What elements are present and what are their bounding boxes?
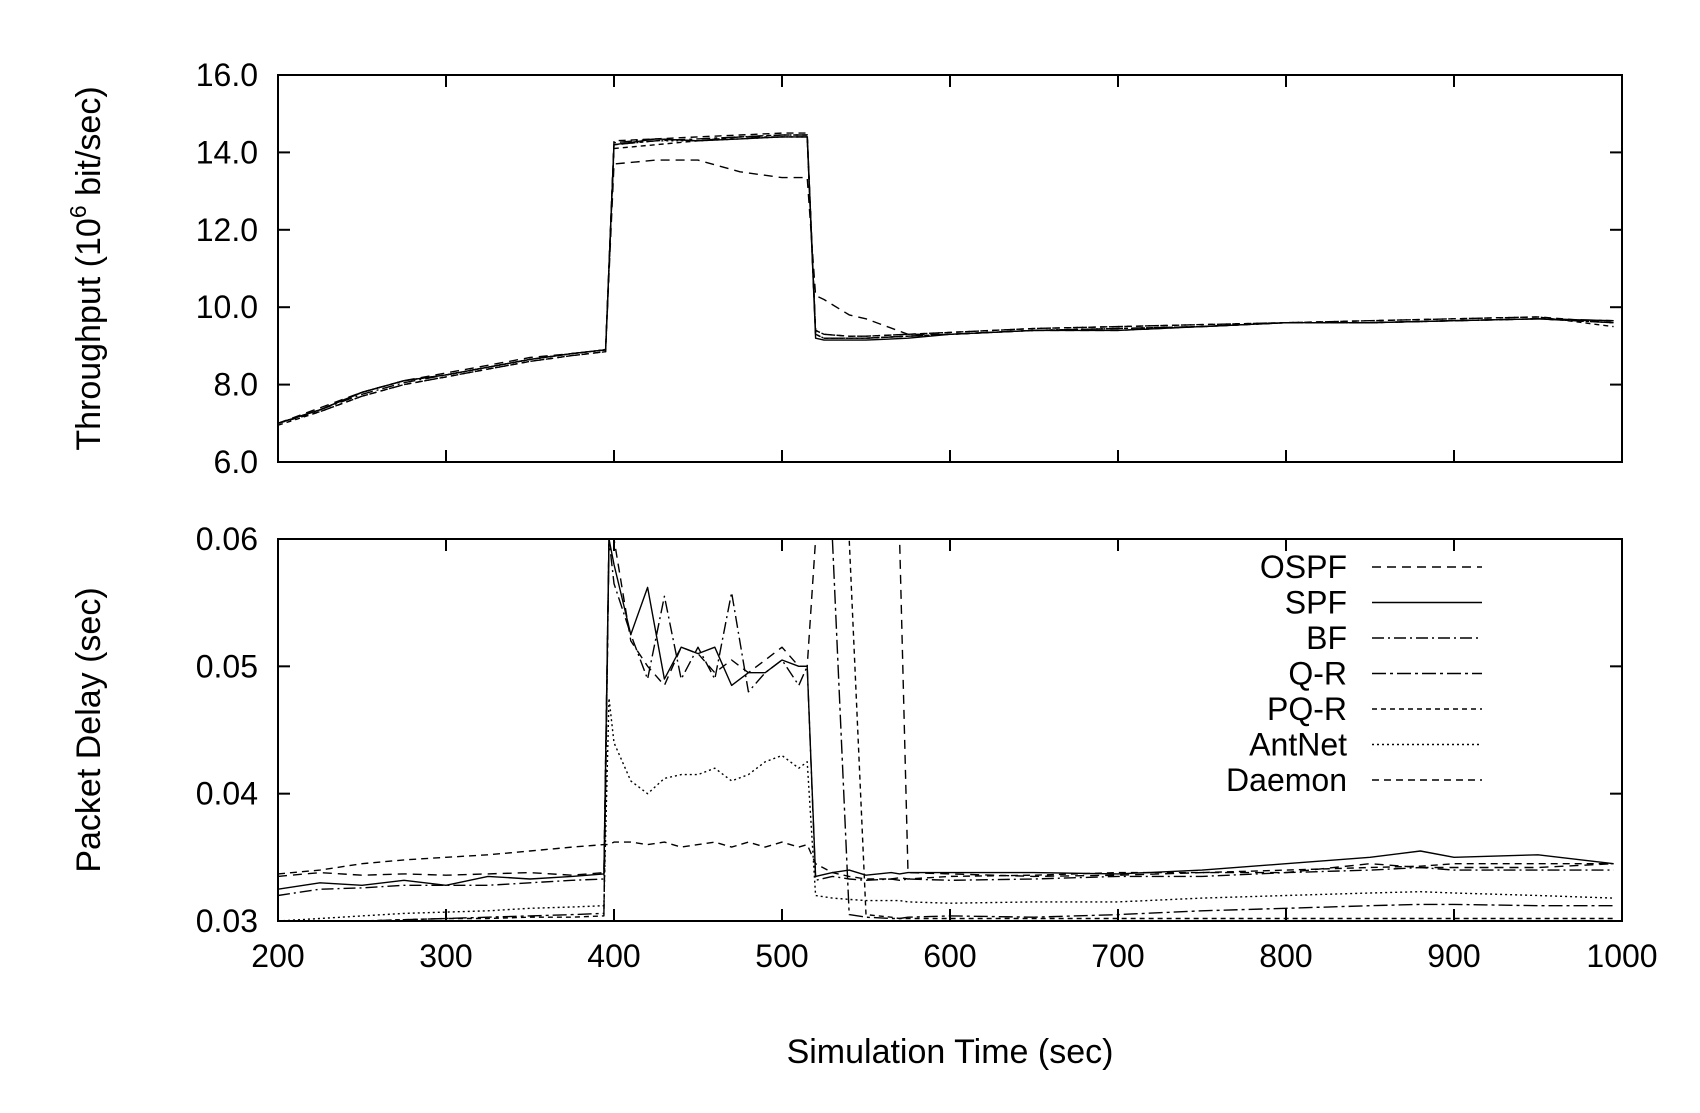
x-tick-label: 900 (1427, 938, 1480, 974)
series-line-q-r (350, 539, 1614, 921)
x-tick-label: 300 (419, 938, 472, 974)
x-tick-label: 400 (587, 938, 640, 974)
y-tick-label: 16.0 (196, 57, 258, 93)
y-axis-title-exponent: 6 (65, 205, 91, 218)
legend-label-ospf: OSPF (1260, 549, 1347, 585)
y-tick-label: 14.0 (196, 134, 258, 170)
series-line-pq-r (278, 134, 1614, 426)
x-axis-title: Simulation Time (sec) (787, 1033, 1114, 1071)
series-line-spf (278, 136, 1614, 424)
series-line-bf (278, 134, 1614, 424)
legend-label-bf: BF (1306, 620, 1347, 656)
series-line-spf (278, 539, 1614, 890)
y-axis-title-part: bit/sec) (70, 86, 108, 205)
x-tick-label: 600 (923, 938, 976, 974)
x-tick-label: 700 (1091, 938, 1144, 974)
series-line-bf (278, 539, 1614, 897)
y-axis-title-part: Throughput (10 (70, 218, 108, 451)
series-line-antnet (278, 697, 1614, 921)
y-tick-label: 10.0 (196, 289, 258, 325)
throughput-panel: 6.0 8.0 10.0 12.0 14.0 16.0 Throughput (106 bi… (65, 57, 1623, 480)
series-line-antnet (278, 136, 1614, 424)
y-axis-title: Throughput (106 bit/sec) (65, 86, 108, 450)
y-tick-label: 8.0 (214, 367, 258, 403)
series-line-daemon (278, 132, 1614, 424)
legend-label-pq-r: PQ-R (1267, 691, 1347, 727)
y-tick-label: 12.0 (196, 212, 258, 248)
series-line-ospf (278, 539, 1614, 878)
y-tick-label: 0.06 (196, 521, 258, 557)
x-tick-label: 500 (755, 938, 808, 974)
y-tick-label: 0.03 (196, 903, 258, 939)
x-tick-label: 200 (251, 938, 304, 974)
legend-label-spf: SPF (1285, 585, 1347, 621)
legend-label-antnet: AntNet (1249, 727, 1347, 763)
y-tick-label: 0.05 (196, 648, 258, 684)
plot-frame (277, 538, 1623, 922)
y-axis-title: Packet Delay (sec) (70, 587, 108, 872)
y-tick-label: 6.0 (214, 444, 258, 480)
x-tick-label: 800 (1259, 938, 1312, 974)
plot-frame (277, 74, 1623, 463)
x-tick-label: 1000 (1586, 938, 1657, 974)
legend-label-q-r: Q-R (1288, 656, 1347, 692)
series-line-daemon (278, 841, 1614, 880)
series-line-pq-r (339, 539, 1614, 921)
y-tick-label: 0.04 (196, 776, 258, 812)
legend-label-daemon: Daemon (1226, 762, 1347, 798)
series-line-q-r (278, 136, 1614, 424)
packet-delay-panel: 200 300 400 500 600 700 800 900 1000 0.03 0.04 0.05… (70, 521, 1658, 974)
series-line-ospf (278, 159, 1614, 424)
